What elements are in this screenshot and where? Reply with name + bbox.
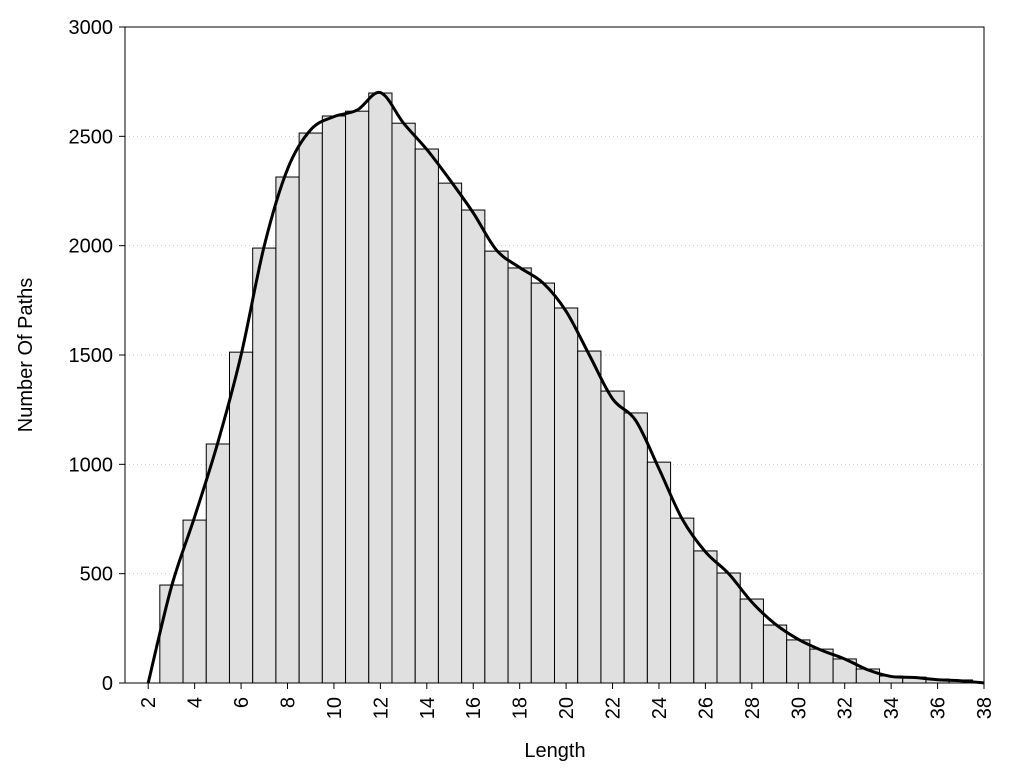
bar xyxy=(159,584,184,684)
plot-frame xyxy=(124,26,985,684)
x-tick-label: 24 xyxy=(649,697,671,719)
x-axis-label: Length xyxy=(524,740,585,762)
y-axis-label: Number Of Paths xyxy=(15,278,37,433)
bar xyxy=(461,209,486,684)
y-tick-label: 3000 xyxy=(69,17,114,39)
bar xyxy=(391,122,416,684)
bar xyxy=(786,639,811,684)
x-tick-label: 36 xyxy=(928,697,950,719)
bar xyxy=(368,92,393,684)
bar xyxy=(554,307,579,684)
bar xyxy=(321,115,347,684)
x-tick-label: 20 xyxy=(556,697,578,719)
bar xyxy=(228,351,254,684)
x-tick-label: 12 xyxy=(370,697,392,719)
x-tick-label: 2 xyxy=(138,697,160,708)
bar xyxy=(275,176,300,684)
density-curve xyxy=(146,91,985,685)
x-tick-label: 16 xyxy=(463,697,485,719)
bar xyxy=(623,412,648,684)
x-tick-label: 18 xyxy=(510,697,532,719)
bar xyxy=(646,461,672,684)
x-tick-label: 28 xyxy=(742,697,764,719)
bar xyxy=(252,247,277,684)
x-tick-label: 8 xyxy=(278,697,300,708)
y-tick-label: 1000 xyxy=(69,454,114,476)
bar xyxy=(484,250,509,684)
bar xyxy=(577,350,602,684)
bar xyxy=(762,624,788,684)
x-tick-label: 26 xyxy=(695,697,717,719)
x-tick-label: 10 xyxy=(324,697,346,719)
y-tick-label: 2500 xyxy=(69,126,114,148)
x-tick-label: 4 xyxy=(185,697,207,708)
x-tick-label: 22 xyxy=(603,697,625,719)
y-tick-label: 2000 xyxy=(69,236,114,258)
bar xyxy=(205,443,230,684)
x-tick-label: 6 xyxy=(231,697,253,708)
bar xyxy=(507,267,532,684)
bar xyxy=(600,390,625,684)
x-tick-label: 32 xyxy=(835,697,857,719)
bar xyxy=(345,110,370,684)
y-tick-label: 1500 xyxy=(69,345,114,367)
bar xyxy=(530,282,556,684)
x-tick-label: 38 xyxy=(974,697,996,719)
y-tick-label: 0 xyxy=(102,673,113,695)
bar xyxy=(693,550,718,684)
bar xyxy=(298,132,323,684)
bar xyxy=(670,517,695,684)
bar xyxy=(716,572,741,684)
x-tick-label: 30 xyxy=(788,697,810,719)
bar xyxy=(414,148,439,684)
x-tick-label: 14 xyxy=(417,697,439,719)
bar xyxy=(437,182,463,684)
y-tick-label: 500 xyxy=(80,564,113,586)
x-tick-label: 34 xyxy=(881,697,903,719)
